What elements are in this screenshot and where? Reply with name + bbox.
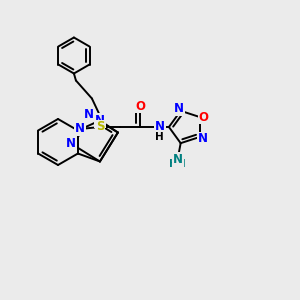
- Text: N: N: [173, 153, 183, 166]
- Text: N: N: [95, 114, 105, 127]
- Text: N: N: [84, 108, 94, 121]
- Text: O: O: [135, 100, 145, 112]
- Text: S: S: [96, 121, 104, 134]
- Text: N: N: [174, 102, 184, 115]
- Text: N: N: [75, 122, 85, 136]
- Text: H: H: [177, 159, 186, 169]
- Text: H: H: [169, 159, 178, 169]
- Text: O: O: [199, 110, 209, 124]
- Text: N: N: [66, 137, 76, 150]
- Text: H: H: [154, 132, 163, 142]
- Text: N: N: [155, 121, 165, 134]
- Text: N: N: [198, 133, 208, 146]
